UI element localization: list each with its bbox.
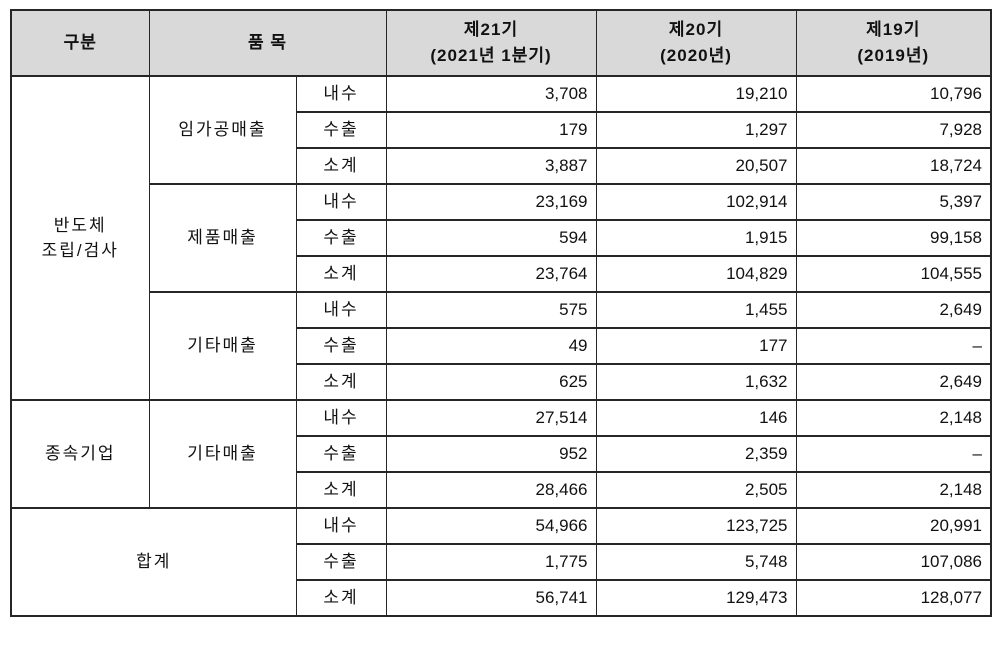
value-cell: 952	[385, 435, 597, 473]
value-cell: 1,632	[595, 363, 797, 401]
row-type-cell: 수출	[295, 111, 387, 149]
row-type-cell: 소계	[295, 255, 387, 293]
table-row: 소계 56,741 129,473 128,077	[11, 579, 992, 617]
value-cell: 18,724	[795, 147, 992, 185]
row-type-cell: 소계	[295, 471, 387, 509]
row-type-cell: 내수	[295, 399, 387, 437]
value-cell: 129,473	[595, 579, 797, 617]
value-cell: 7,928	[795, 111, 992, 149]
value-cell: 2,148	[795, 471, 992, 509]
value-cell: 5,397	[795, 183, 992, 221]
header-period-20-subtitle: (2020년)	[660, 46, 732, 65]
table-row: 합계 내수 54,966 123,725 20,991	[10, 507, 992, 617]
item-cell: 제품매출	[148, 183, 297, 293]
value-cell: 2,505	[595, 471, 797, 509]
item-cell: 기타매출	[148, 291, 297, 401]
row-type-cell: 내수	[295, 291, 387, 329]
header-period-19: 제19기 (2019년)	[795, 9, 992, 77]
value-cell: 56,741	[385, 579, 597, 617]
value-cell: 104,829	[595, 255, 797, 293]
value-cell: 2,148	[795, 399, 992, 437]
value-cell: 20,991	[795, 507, 992, 545]
value-cell: 146	[595, 399, 797, 437]
value-cell: 23,764	[385, 255, 597, 293]
header-row: 구분 품 목 제21기 (2021년 1분기) 제20기 (2020년) 제19…	[10, 9, 992, 77]
header-period-20-title: 제20기	[668, 19, 724, 39]
value-cell: 27,514	[385, 399, 597, 437]
value-cell: 99,158	[795, 219, 992, 257]
table-row: 기타매출 내수 575 1,455 2,649	[11, 291, 992, 401]
table-row: 수출 1,775 5,748 107,086	[11, 543, 992, 581]
value-cell: 107,086	[795, 543, 992, 581]
value-cell: 128,077	[795, 579, 992, 617]
value-cell: 177	[595, 327, 797, 365]
value-cell: 625	[385, 363, 597, 401]
value-cell: 102,914	[595, 183, 797, 221]
row-type-cell: 소계	[295, 363, 387, 401]
table-row: 수출 179 1,297 7,928	[11, 111, 992, 149]
value-cell: 28,466	[385, 471, 597, 509]
value-cell: 19,210	[595, 75, 797, 113]
header-period-19-subtitle: (2019년)	[857, 46, 930, 65]
table-row: 제품매출 내수 23,169 102,914 5,397	[11, 183, 992, 293]
table-row: 수출 49 177 –	[11, 327, 992, 365]
header-category: 구분	[10, 9, 150, 77]
value-cell: 123,725	[595, 507, 797, 545]
table-row: 수출 952 2,359 –	[11, 435, 992, 473]
category-cell: 종속기업	[10, 399, 150, 509]
sales-breakdown-table: 구분 품 목 제21기 (2021년 1분기) 제20기 (2020년) 제19…	[10, 9, 993, 617]
row-type-cell: 소계	[295, 147, 387, 185]
total-label-cell: 합계	[10, 507, 297, 617]
item-cell: 기타매출	[148, 399, 297, 509]
value-cell: 2,649	[795, 363, 992, 401]
value-cell: 23,169	[385, 183, 597, 221]
row-type-cell: 소계	[295, 579, 387, 617]
table-row: 수출 594 1,915 99,158	[11, 219, 992, 257]
table-row: 소계 3,887 20,507 18,724	[11, 147, 992, 185]
category-cell: 반도체 조립/검사	[10, 75, 150, 401]
row-type-cell: 내수	[295, 75, 387, 113]
table-row: 종속기업 기타매출 내수 27,514 146 2,148	[10, 399, 992, 509]
value-cell: 49	[385, 327, 597, 365]
value-cell: 54,966	[385, 507, 597, 545]
value-cell: 104,555	[795, 255, 992, 293]
row-type-cell: 수출	[295, 327, 387, 365]
value-cell: 20,507	[595, 147, 797, 185]
value-cell: 1,775	[385, 543, 597, 581]
table-row: 소계 28,466 2,505 2,148	[11, 471, 992, 509]
header-period-19-title: 제19기	[866, 19, 921, 39]
table-row: 반도체 조립/검사 임가공매출 내수 3,708 19,210 10,796	[10, 75, 992, 401]
value-cell: –	[795, 327, 992, 365]
header-period-20: 제20기 (2020년)	[595, 9, 797, 77]
row-type-cell: 수출	[295, 435, 387, 473]
header-period-21: 제21기 (2021년 1분기)	[385, 9, 597, 77]
value-cell: 1,455	[595, 291, 797, 329]
header-period-21-title: 제21기	[463, 19, 519, 39]
header-item: 품 목	[148, 9, 387, 77]
value-cell: 179	[385, 111, 597, 149]
value-cell: 1,297	[595, 111, 797, 149]
value-cell: 575	[385, 291, 597, 329]
value-cell: 3,708	[385, 75, 597, 113]
table-row: 소계 23,764 104,829 104,555	[11, 255, 992, 293]
value-cell: 5,748	[595, 543, 797, 581]
value-cell: 10,796	[795, 75, 992, 113]
row-type-cell: 수출	[295, 543, 387, 581]
table-row: 소계 625 1,632 2,649	[11, 363, 992, 401]
row-type-cell: 내수	[295, 183, 387, 221]
value-cell: 2,359	[595, 435, 797, 473]
value-cell: 3,887	[385, 147, 597, 185]
value-cell: –	[795, 435, 992, 473]
value-cell: 2,649	[795, 291, 992, 329]
value-cell: 594	[385, 219, 597, 257]
value-cell: 1,915	[595, 219, 797, 257]
item-cell: 임가공매출	[148, 75, 297, 185]
row-type-cell: 수출	[295, 219, 387, 257]
header-period-21-subtitle: (2021년 1분기)	[430, 46, 552, 65]
row-type-cell: 내수	[295, 507, 387, 545]
